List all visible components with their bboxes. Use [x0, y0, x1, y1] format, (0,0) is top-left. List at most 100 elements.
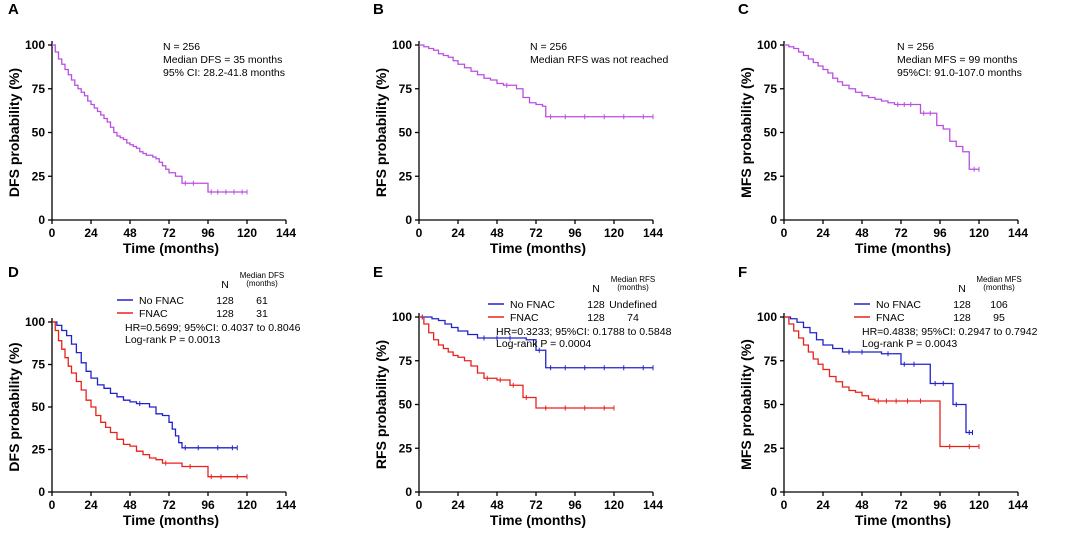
y-axis-title: DFS probability (%) [6, 342, 22, 471]
y-tick-label: 100 [25, 315, 45, 329]
annotation-text: Median MFS = 99 months [897, 54, 1018, 66]
legend: N Median DFS(months) No FNAC 128 61 FNAC 128 31… [117, 271, 301, 346]
panel-d: D 0 25 50 75 100 0 24 48 72 96 120 144 Time (months) D… [6, 264, 301, 528]
legend-label: No FNAC [510, 299, 555, 311]
annotation-text: 95%CI: 91.0-107.0 months [897, 67, 1022, 79]
x-tick-label: 0 [781, 498, 788, 512]
x-tick-label: 48 [490, 226, 504, 240]
legend-label: FNAC [510, 312, 539, 324]
legend-header-n: N [592, 283, 600, 295]
panel-label: D [8, 264, 19, 281]
y-tick-label: 25 [399, 441, 413, 455]
y-tick-label: 50 [399, 126, 413, 140]
x-tick-label: 24 [816, 498, 830, 512]
y-tick-label: 0 [405, 213, 412, 227]
y-axis-title: RFS probability (%) [373, 340, 389, 469]
legend-n-value: 128 [587, 312, 605, 324]
legend-median-value: 74 [627, 312, 639, 324]
x-tick-label: 96 [568, 498, 582, 512]
annotation-text: Median DFS = 35 months [163, 54, 282, 66]
panel-label: E [373, 264, 383, 281]
legend-header-units: (months) [246, 279, 278, 288]
y-tick-label: 75 [399, 354, 413, 368]
y-tick-label: 100 [757, 38, 777, 52]
x-tick-label: 72 [162, 226, 176, 240]
x-tick-label: 0 [49, 498, 56, 512]
y-tick-label: 100 [392, 38, 412, 52]
annotation-text: N = 256 [897, 41, 934, 53]
x-axis-title: Time (months) [490, 240, 586, 256]
y-axis-title: MFS probability (%) [738, 339, 754, 470]
legend-median-value: 95 [993, 312, 1005, 324]
legend-n-value: 128 [953, 312, 971, 324]
x-tick-label: 72 [162, 498, 176, 512]
y-tick-label: 0 [770, 213, 777, 227]
x-tick-label: 24 [451, 226, 465, 240]
panel-label: A [8, 1, 19, 18]
legend-n-value: 128 [953, 299, 971, 311]
km-curve-fnac [784, 316, 979, 448]
legend: N Median MFS(months) No FNAC 128 106 FNAC 128 9… [854, 275, 1038, 350]
legend-header-units: (months) [983, 283, 1015, 292]
y-tick-label: 0 [38, 213, 45, 227]
log-rank-text: Log-rank P = 0.0043 [862, 338, 957, 350]
y-tick-label: 25 [764, 441, 778, 455]
x-tick-label: 120 [604, 498, 624, 512]
x-tick-label: 48 [490, 498, 504, 512]
annotation-text: N = 256 [530, 41, 567, 53]
x-tick-label: 144 [1008, 226, 1028, 240]
y-tick-label: 100 [392, 310, 412, 324]
legend-median-value: 61 [256, 295, 268, 307]
panel-f: F 0 25 50 75 100 0 24 48 72 96 120 144 Time (months) M… [738, 264, 1038, 528]
y-tick-label: 75 [32, 82, 46, 96]
x-tick-label: 144 [276, 226, 296, 240]
x-tick-label: 96 [568, 226, 582, 240]
x-tick-label: 48 [123, 226, 137, 240]
legend-header-units: (months) [617, 283, 649, 292]
x-axis-title: Time (months) [123, 512, 219, 528]
x-tick-label: 120 [969, 226, 989, 240]
x-tick-label: 48 [855, 226, 869, 240]
annotation-text: N = 256 [163, 41, 200, 53]
y-tick-label: 25 [32, 443, 46, 457]
x-tick-label: 0 [416, 498, 423, 512]
x-axis-title: Time (months) [490, 512, 586, 528]
legend-header-median: Median DFS [240, 271, 284, 280]
km-curve-fnac [419, 316, 614, 409]
x-tick-label: 0 [49, 226, 56, 240]
y-axis-title: RFS probability (%) [373, 68, 389, 197]
y-tick-label: 25 [32, 169, 46, 183]
x-tick-label: 96 [201, 498, 215, 512]
x-tick-label: 120 [237, 498, 257, 512]
y-tick-label: 100 [757, 310, 777, 324]
legend: N Median RFS(months) No FNAC 128 Undefined FN… [488, 275, 672, 350]
x-tick-label: 48 [123, 498, 137, 512]
legend-label: No FNAC [139, 295, 184, 307]
legend-header-median: Median RFS [611, 275, 655, 284]
x-tick-label: 72 [894, 498, 908, 512]
y-tick-label: 0 [38, 485, 45, 499]
annotation-text: Median RFS was not reached [530, 54, 668, 66]
panel-label: F [738, 264, 747, 281]
km-curve-all-patients [419, 44, 653, 118]
x-tick-label: 72 [529, 498, 543, 512]
y-tick-label: 0 [405, 485, 412, 499]
km-curve-all-patients [784, 44, 979, 170]
x-tick-label: 144 [276, 498, 296, 512]
x-tick-label: 144 [643, 226, 663, 240]
x-tick-label: 24 [816, 226, 830, 240]
hazard-ratio-text: HR=0.3233; 95%CI: 0.1788 to 0.5848 [496, 326, 672, 338]
y-axis-title: DFS probability (%) [6, 68, 22, 197]
legend-header-n: N [221, 279, 229, 291]
hazard-ratio-text: HR=0.4838; 95%CI: 0.2947 to 0.7942 [862, 326, 1038, 338]
km-curve-no-fnac [52, 321, 238, 449]
log-rank-text: Log-rank P = 0.0004 [496, 338, 591, 350]
legend-label: FNAC [876, 312, 905, 324]
y-tick-label: 50 [32, 126, 46, 140]
panel-label: C [738, 1, 749, 18]
y-tick-label: 0 [770, 485, 777, 499]
legend-label: FNAC [139, 308, 168, 320]
y-tick-label: 50 [764, 398, 778, 412]
panel-b: B 0 25 50 75 100 0 24 48 72 96 120 144 Time (months) R… [373, 1, 668, 256]
